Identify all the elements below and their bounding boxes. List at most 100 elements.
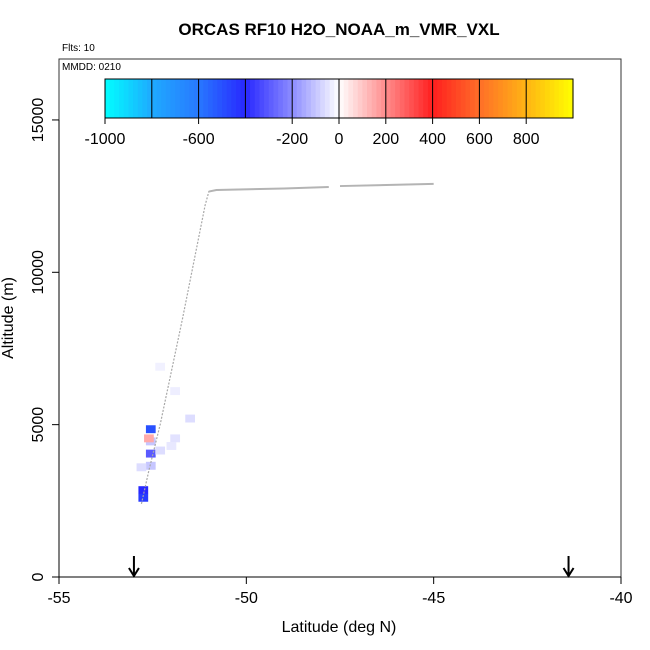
colorbar-segment xyxy=(554,79,560,118)
colorbar-segment xyxy=(212,79,218,118)
colorbar-segment xyxy=(179,79,186,118)
colorbar-segment xyxy=(222,79,228,118)
colorbar-segment xyxy=(418,79,424,118)
y-tick-label: 10000 xyxy=(30,250,47,295)
colorbar-segment xyxy=(395,79,401,118)
colorbar-segment xyxy=(343,79,349,118)
colorbar-segment xyxy=(250,79,256,118)
colorbar: -1000 -600 -200 0 200 400 600 800 xyxy=(85,78,574,148)
colorbar-segment xyxy=(245,79,251,118)
colorbar-tick-label: -1000 xyxy=(85,131,126,148)
colorbar-segment xyxy=(282,79,289,118)
flight-track-cruise-2 xyxy=(339,182,434,188)
colorbar-segment xyxy=(441,79,448,118)
colorbar-segment xyxy=(535,79,541,118)
x-tick-label: -45 xyxy=(422,590,445,607)
flight-track xyxy=(140,182,434,505)
colorbar-segment xyxy=(165,79,172,118)
data-cell xyxy=(170,387,181,396)
x-axis-label: Latitude (deg N) xyxy=(282,619,397,636)
data-cell xyxy=(145,425,156,434)
colorbar-segment xyxy=(437,79,443,118)
chart-title: ORCAS RF10 H2O_NOAA_m_VMR_VXL xyxy=(178,20,499,39)
colorbar-segment xyxy=(339,79,345,118)
colorbar-segment xyxy=(119,79,125,118)
arrows xyxy=(128,556,575,578)
colorbar-segment xyxy=(105,79,111,118)
colorbar-segment xyxy=(198,79,204,118)
colorbar-segment xyxy=(516,79,523,118)
flight-track-line xyxy=(140,186,329,505)
flights-note: Flts: 10 xyxy=(62,43,95,54)
colorbar-segment xyxy=(109,79,115,118)
colorbar-segment xyxy=(381,79,387,118)
colorbar-segment xyxy=(296,79,303,118)
colorbar-segment xyxy=(479,79,485,118)
colorbar-segment xyxy=(133,79,139,118)
colorbar-tick-label: 400 xyxy=(419,131,446,148)
colorbar-segment xyxy=(367,79,373,118)
colorbar-segment xyxy=(507,79,513,118)
flight-track-cruise xyxy=(208,185,329,193)
colorbar-segment xyxy=(268,79,275,118)
colorbar-segment xyxy=(357,79,363,118)
colorbar-segment xyxy=(484,79,490,118)
colorbar-segment xyxy=(498,79,504,118)
colorbar-segment xyxy=(310,79,317,118)
data-cell xyxy=(185,414,196,423)
colorbar-segment xyxy=(568,79,574,118)
colorbar-segment xyxy=(292,79,298,118)
date-note: MMDD: 0210 xyxy=(62,62,121,73)
y-tick-label: 0 xyxy=(30,572,47,581)
y-tick-label: 15000 xyxy=(30,98,47,143)
colorbar-segment xyxy=(474,79,480,118)
colorbar-segment xyxy=(512,79,518,118)
x-tick-label: -50 xyxy=(235,590,258,607)
colorbar-tick-label: 200 xyxy=(372,131,399,148)
colorbar-segment xyxy=(203,79,209,118)
colorbar-segment xyxy=(371,79,378,118)
colorbar-segment xyxy=(147,79,153,118)
data-cells xyxy=(136,362,196,502)
colorbar-segment xyxy=(128,79,134,118)
colorbar-segment xyxy=(526,79,532,118)
colorbar-segment xyxy=(563,79,569,118)
colorbar-segment xyxy=(264,79,270,118)
colorbar-segment xyxy=(320,79,326,118)
data-cell xyxy=(166,442,177,450)
colorbar-segment xyxy=(170,79,176,118)
colorbar-segment xyxy=(329,79,335,118)
arrow-head xyxy=(128,567,140,578)
colorbar-segment xyxy=(390,79,396,118)
colorbar-segment xyxy=(521,79,527,118)
colorbar-segment xyxy=(259,79,265,118)
x-axis: -55 -50 -45 -40 xyxy=(47,576,633,607)
colorbar-tick-label: 800 xyxy=(513,131,540,148)
colorbar-segment xyxy=(137,79,144,118)
colorbar-segment xyxy=(273,79,279,118)
colorbar-segment xyxy=(409,79,415,118)
data-cell xyxy=(144,434,154,443)
data-cell xyxy=(138,486,149,495)
y-axis-label: Altitude (m) xyxy=(0,277,17,359)
data-cell xyxy=(145,461,156,470)
colorbar-segment xyxy=(353,79,359,118)
colorbar-segment xyxy=(540,79,546,118)
colorbar-segment xyxy=(530,79,537,118)
colorbar-segment xyxy=(502,79,509,118)
colorbar-segment xyxy=(399,79,406,118)
colorbar-segment xyxy=(460,79,466,118)
colorbar-segment xyxy=(558,79,565,118)
colorbar-segment xyxy=(278,79,284,118)
colorbar-segment xyxy=(376,79,382,118)
data-cell xyxy=(136,463,147,472)
x-tick-label: -40 xyxy=(609,590,632,607)
colorbar-segment xyxy=(549,79,555,118)
y-axis: 0 5000 10000 15000 xyxy=(30,98,60,581)
colorbar-segment xyxy=(236,79,242,118)
colorbar-segment xyxy=(123,79,129,118)
colorbar-segment xyxy=(423,79,429,118)
colorbar-tick-label: -600 xyxy=(183,131,215,148)
colorbar-segment xyxy=(470,79,476,118)
